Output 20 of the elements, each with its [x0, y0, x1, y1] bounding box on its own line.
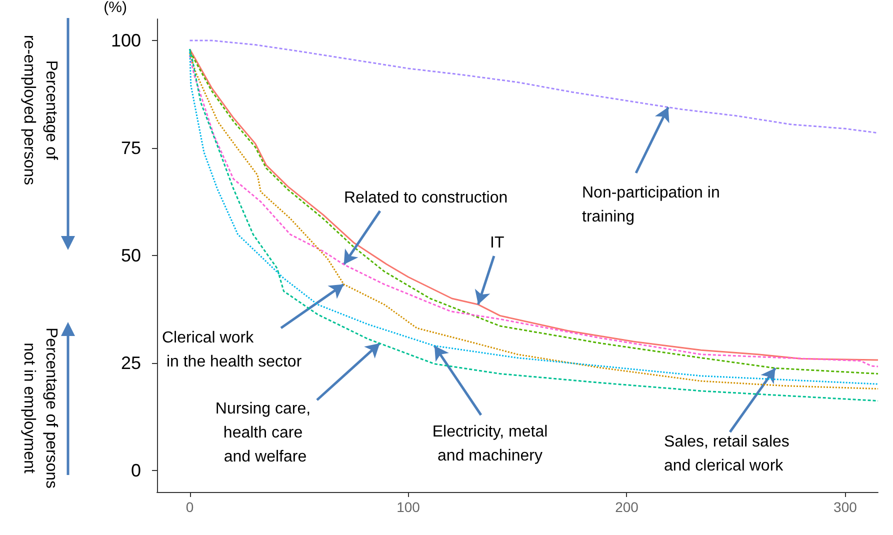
- annotation: Related to construction: [344, 190, 508, 206]
- annotation: Electricity, metal and machinery: [432, 424, 548, 464]
- y-axis-title: (%): [104, 0, 128, 16]
- text: Percentage of persons not in employment: [20, 328, 60, 488]
- y-tick-label: 50: [120, 246, 141, 266]
- annotation: Non-participation in training: [582, 184, 720, 226]
- x-tick-label: 200: [615, 499, 639, 515]
- annotation: IT: [490, 234, 504, 252]
- x-tick-label: 300: [834, 499, 858, 515]
- y-tick-label: 0: [130, 460, 141, 480]
- annotation: Nursing care, health care and welfare: [215, 400, 311, 466]
- y-tick-label: 75: [120, 138, 141, 158]
- y-tick-label: 100: [110, 30, 141, 50]
- x-tick-label: 0: [186, 499, 194, 515]
- annotation: Clerical work in the health sector: [162, 330, 302, 370]
- line-series: [189, 40, 879, 134]
- y-tick-label: 25: [120, 353, 141, 373]
- annotation: Sales, retail sales and clerical work: [664, 434, 790, 474]
- text: Percentage of re-employed persons: [20, 34, 60, 186]
- x-tick-label: 100: [396, 499, 420, 515]
